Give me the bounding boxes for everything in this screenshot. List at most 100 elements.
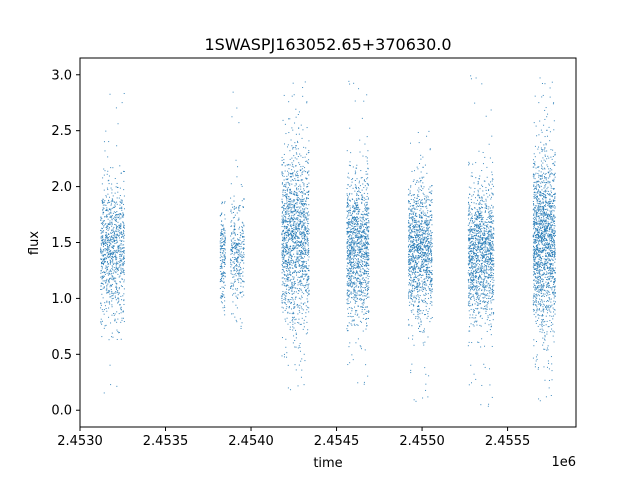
data-point bbox=[428, 250, 430, 252]
data-point bbox=[291, 231, 293, 233]
data-point bbox=[119, 281, 121, 283]
data-point bbox=[291, 191, 293, 193]
data-point bbox=[421, 263, 423, 265]
data-point bbox=[283, 255, 285, 257]
data-point bbox=[290, 198, 292, 200]
data-point bbox=[222, 232, 224, 234]
data-point bbox=[366, 227, 368, 229]
data-point bbox=[288, 235, 290, 237]
data-point bbox=[363, 180, 365, 182]
data-point bbox=[114, 319, 116, 321]
data-point bbox=[296, 173, 298, 175]
data-point bbox=[412, 267, 414, 269]
data-point bbox=[307, 191, 309, 193]
data-point bbox=[366, 286, 368, 288]
data-point bbox=[362, 330, 364, 332]
data-point bbox=[295, 218, 297, 220]
data-point bbox=[290, 261, 292, 263]
data-point bbox=[359, 240, 361, 242]
data-point bbox=[347, 176, 349, 178]
data-point bbox=[294, 217, 296, 219]
data-point bbox=[352, 199, 354, 201]
data-point bbox=[426, 212, 428, 214]
data-point bbox=[243, 247, 245, 249]
data-point bbox=[234, 245, 236, 247]
data-point bbox=[363, 273, 365, 275]
data-point bbox=[366, 207, 368, 209]
data-point bbox=[107, 248, 109, 250]
data-point bbox=[424, 231, 426, 233]
data-point bbox=[123, 300, 125, 302]
data-point bbox=[354, 180, 356, 181]
data-point bbox=[348, 276, 350, 278]
data-point bbox=[284, 123, 286, 125]
data-points bbox=[100, 75, 556, 407]
data-point bbox=[114, 262, 116, 264]
data-point bbox=[223, 294, 225, 296]
data-point bbox=[112, 269, 114, 271]
data-point bbox=[108, 256, 110, 258]
data-point bbox=[300, 280, 302, 282]
data-point bbox=[296, 260, 298, 262]
data-point bbox=[116, 283, 118, 285]
data-point bbox=[362, 254, 364, 256]
data-point bbox=[102, 297, 104, 299]
data-point bbox=[288, 256, 290, 258]
data-point bbox=[365, 246, 367, 248]
data-point bbox=[347, 295, 349, 297]
data-point bbox=[103, 243, 105, 245]
data-point bbox=[290, 237, 292, 239]
data-point bbox=[427, 249, 429, 251]
data-point bbox=[420, 289, 422, 291]
data-point bbox=[348, 346, 350, 348]
data-point bbox=[302, 258, 304, 260]
data-point bbox=[109, 284, 111, 286]
data-point bbox=[430, 258, 432, 260]
data-point bbox=[352, 230, 354, 232]
data-point bbox=[230, 221, 232, 223]
data-point bbox=[219, 257, 221, 259]
data-point bbox=[430, 192, 432, 194]
data-point bbox=[421, 199, 423, 201]
data-point bbox=[282, 266, 284, 268]
data-point bbox=[355, 342, 357, 344]
data-point bbox=[367, 375, 369, 377]
data-point bbox=[347, 262, 349, 264]
data-point bbox=[282, 293, 284, 295]
data-point bbox=[410, 289, 412, 291]
data-point bbox=[297, 194, 299, 196]
data-point bbox=[362, 291, 364, 293]
data-point bbox=[360, 282, 362, 284]
data-point bbox=[296, 201, 298, 203]
data-point bbox=[100, 289, 102, 290]
data-point bbox=[424, 270, 426, 272]
data-point bbox=[108, 175, 110, 177]
data-point bbox=[294, 194, 296, 196]
data-point bbox=[418, 245, 420, 247]
data-point bbox=[110, 222, 112, 224]
data-point bbox=[364, 236, 366, 238]
data-point bbox=[107, 263, 109, 265]
data-point bbox=[425, 241, 427, 243]
data-point bbox=[106, 252, 108, 254]
data-point bbox=[293, 335, 295, 337]
data-point bbox=[362, 242, 364, 244]
data-point bbox=[237, 248, 239, 250]
data-point bbox=[221, 274, 223, 276]
data-point bbox=[297, 241, 299, 243]
data-point bbox=[423, 269, 425, 271]
data-point bbox=[118, 197, 120, 199]
data-point bbox=[307, 238, 309, 240]
data-point bbox=[283, 208, 285, 210]
data-point bbox=[291, 207, 293, 209]
data-point bbox=[423, 233, 425, 235]
data-point bbox=[285, 304, 287, 306]
data-point bbox=[289, 221, 291, 223]
data-point bbox=[299, 202, 301, 204]
data-point bbox=[366, 187, 368, 189]
data-point bbox=[349, 271, 351, 273]
data-point bbox=[368, 255, 370, 257]
data-point bbox=[113, 201, 115, 203]
data-point bbox=[411, 235, 413, 237]
data-point bbox=[351, 310, 353, 312]
